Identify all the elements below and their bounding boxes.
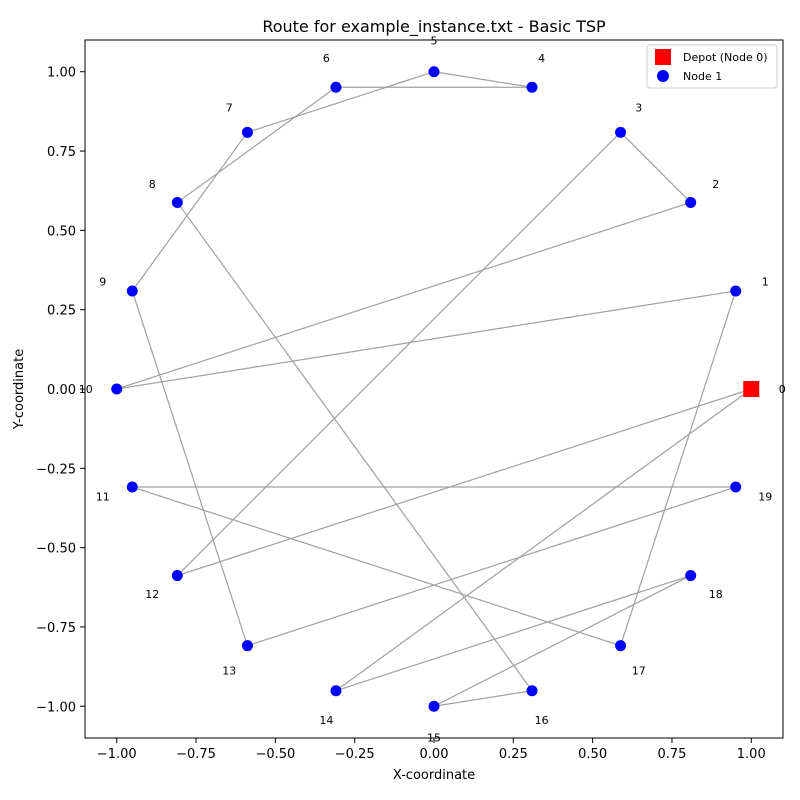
x-tick-label: −0.25	[335, 747, 375, 762]
y-tick-label: −0.75	[36, 621, 76, 636]
node-label: 2	[712, 178, 719, 191]
route-segment	[176, 131, 621, 576]
y-tick-label: 1.00	[47, 66, 76, 81]
node-label: 9	[99, 275, 106, 288]
route-segment	[116, 201, 691, 390]
node-label: 10	[79, 383, 93, 396]
y-tick-label: −0.25	[36, 462, 76, 477]
node-label: 18	[709, 588, 723, 601]
node-marker	[241, 640, 253, 652]
node-marker	[685, 196, 697, 208]
x-tick-label: 1.00	[737, 747, 766, 762]
x-tick-label: −1.00	[97, 747, 137, 762]
node-label: 3	[635, 101, 642, 114]
node-label: 6	[323, 52, 330, 65]
node-marker	[685, 570, 697, 582]
route-segment	[335, 574, 691, 692]
route-segment	[131, 131, 248, 292]
legend-frame	[646, 44, 778, 89]
node-label: 16	[535, 714, 549, 727]
node-marker	[330, 685, 342, 697]
node-label: 14	[319, 714, 333, 727]
y-axis-title: Y-coordinate	[12, 349, 27, 430]
node-marker	[330, 81, 342, 93]
node-marker	[730, 285, 742, 297]
node-marker	[428, 66, 440, 78]
node-label: 0	[779, 383, 786, 396]
y-tick-label: −0.50	[36, 542, 76, 557]
node-marker	[526, 81, 538, 93]
x-tick-label: 0.75	[657, 747, 686, 762]
node-label: 7	[226, 101, 233, 114]
node-label: 19	[758, 491, 772, 504]
legend-depot-marker	[655, 49, 671, 65]
y-tick-label: 0.25	[47, 304, 76, 319]
node-label: 12	[145, 588, 159, 601]
x-tick-label: −0.50	[255, 747, 295, 762]
legend-node-label: Node 1	[683, 70, 722, 83]
node-label: 4	[538, 52, 545, 65]
legend: Depot (Node 0) Node 1	[646, 44, 778, 89]
x-axis-ticks: −1.00 −0.75 −0.50 −0.25 0.00 0.25 0.50 0.75 1.00	[97, 738, 766, 762]
y-axis-ticks: 1.00 0.75 0.50 0.25 0.00 −0.25 −0.50 −0.75 −1.00	[36, 66, 85, 715]
node-marker	[126, 481, 138, 493]
x-axis-title: X-coordinate	[393, 768, 475, 783]
node-label: 13	[222, 665, 236, 678]
y-tick-label: 0.75	[47, 145, 76, 160]
x-tick-label: 0.25	[499, 747, 528, 762]
route-segment	[433, 575, 691, 707]
x-tick-label: 0.00	[420, 747, 449, 762]
y-tick-label: −1.00	[36, 700, 76, 715]
node-marker	[126, 285, 138, 297]
y-tick-label: 0.00	[47, 383, 76, 398]
node-marker	[428, 700, 440, 712]
route-segment	[131, 290, 249, 646]
node-marker	[615, 126, 627, 138]
legend-depot-label: Depot (Node 0)	[683, 51, 768, 64]
node-marker	[615, 640, 627, 652]
node-marker	[111, 383, 123, 395]
node-label: 5	[431, 35, 438, 48]
node-marker	[171, 196, 183, 208]
node-marker	[171, 570, 183, 582]
x-tick-label: 0.50	[578, 747, 607, 762]
route-segment	[620, 131, 692, 203]
depot-marker	[743, 381, 760, 397]
route-segment	[177, 388, 752, 577]
route-segment	[176, 202, 533, 692]
route-segment	[247, 71, 435, 133]
route-segment	[433, 71, 533, 88]
node-marker	[730, 481, 742, 493]
chart-title: Route for example_instance.txt - Basic T…	[262, 17, 606, 37]
route-lines	[116, 71, 752, 707]
route-segment	[433, 690, 533, 707]
node-label: 1	[762, 275, 769, 288]
route-segment	[132, 486, 621, 647]
route-segment	[335, 388, 752, 692]
route-segment	[619, 290, 737, 646]
node-label: 11	[96, 491, 110, 504]
route-segment	[116, 290, 736, 390]
node-label: 17	[632, 665, 646, 678]
x-tick-label: −0.75	[176, 747, 216, 762]
node-marker	[526, 685, 538, 697]
y-tick-label: 0.50	[47, 224, 76, 239]
node-marker	[241, 126, 253, 138]
legend-node-marker	[657, 70, 669, 82]
route-segment	[176, 86, 337, 203]
node-label: 8	[149, 178, 156, 191]
node-markers	[111, 66, 760, 712]
route-segment	[247, 486, 736, 647]
